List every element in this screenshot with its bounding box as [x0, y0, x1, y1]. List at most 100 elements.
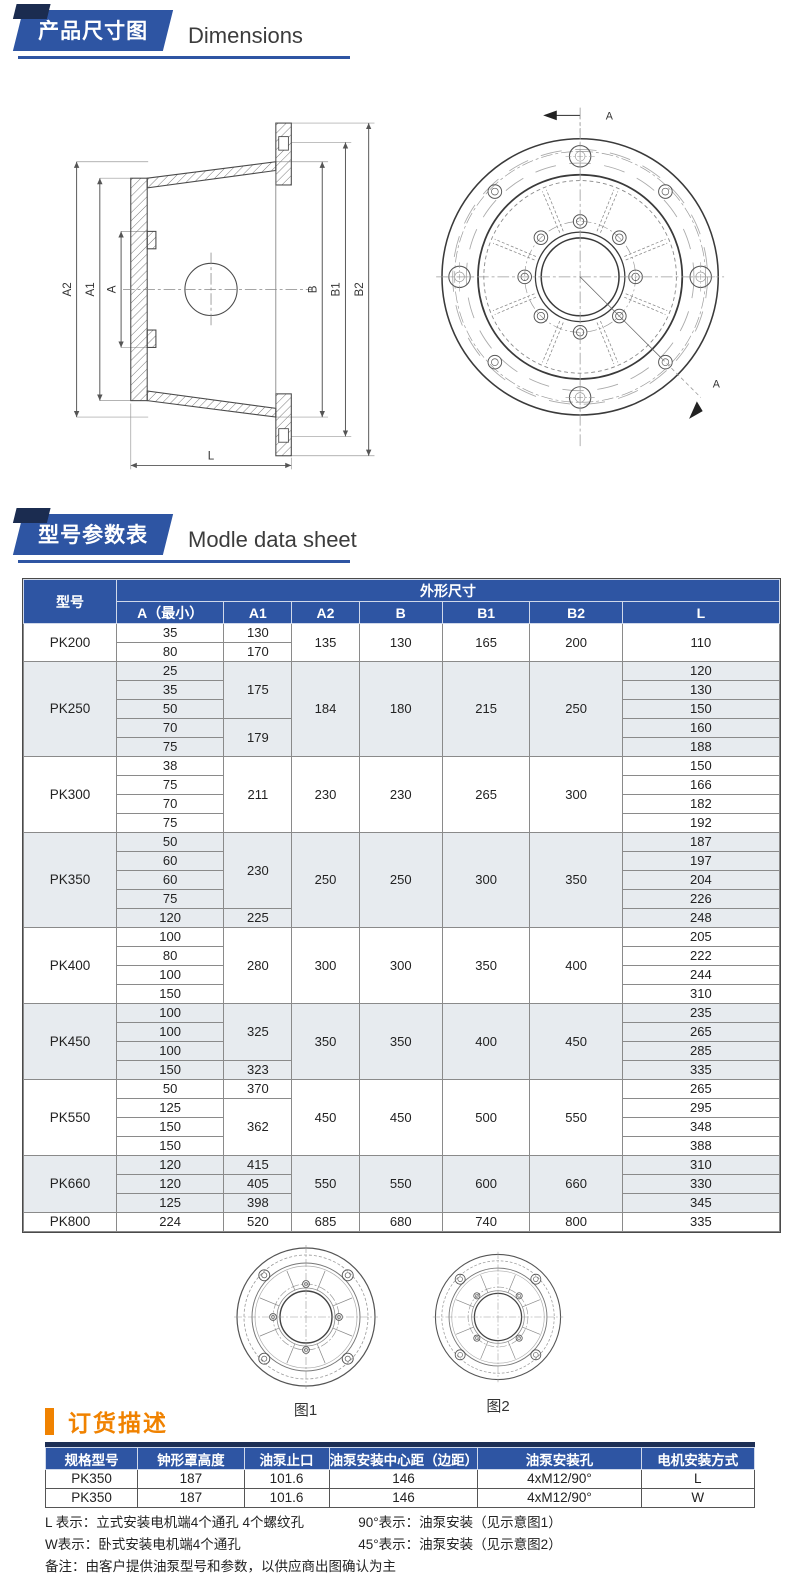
spec-cell: 685 — [291, 1212, 360, 1232]
spec-cell: PK300 — [23, 756, 117, 833]
spec-cell: 170 — [223, 642, 293, 662]
dim-label-b1: B1 — [330, 282, 343, 296]
spec-cell: 230 — [291, 756, 360, 833]
spec-column-header: A2 — [291, 601, 360, 624]
spec-table-container: 型号 外形尺寸 A（最小） A1 A2 B B1 B2 L PK200 35 130 135 130… — [22, 578, 781, 1233]
note-right: 45°表示：油泵安装（见示意图2） — [358, 1537, 562, 1552]
footnotes: L 表示：立式安装电机端4个通孔 4个螺纹孔 90°表示：油泵安装（见示意图1） W… — [45, 1512, 757, 1578]
order-column-header: 规格型号 — [44, 1447, 139, 1470]
banner-en-label: Modle data sheet — [188, 527, 357, 552]
order-column-header: 电机安装方式 — [640, 1447, 756, 1470]
spec-cell: 188 — [621, 737, 781, 757]
spec-cell: 120 — [115, 908, 225, 928]
spec-cell: 182 — [621, 794, 781, 814]
order-cell: PK350 — [44, 1469, 139, 1489]
spec-cell: PK450 — [23, 1003, 117, 1080]
spec-row: 150 348 — [24, 1117, 781, 1137]
order-column-header: 钟形罩高度 — [137, 1447, 245, 1470]
spec-row: 125 362 295 — [24, 1098, 781, 1156]
banner-badge: 产品尺寸图 — [12, 10, 174, 51]
figure-1: 图1 — [228, 1242, 383, 1420]
spec-cell: 50 — [115, 832, 225, 852]
order-cell: 4xM12/90° — [477, 1469, 642, 1489]
spec-cell: 166 — [621, 775, 781, 795]
spec-column-header: B2 — [529, 601, 623, 624]
spec-cell: 70 — [115, 794, 225, 814]
spec-row: 35 130 — [24, 680, 781, 700]
order-cell: 101.6 — [243, 1488, 330, 1508]
spec-row: PK300 38 211 230 230 265 300 150 — [23, 756, 781, 833]
spec-column-header: B — [358, 601, 443, 624]
spec-row: 100 265 — [24, 1022, 781, 1042]
spec-row: 150 388 — [24, 1136, 781, 1156]
spec-cell: 362 — [223, 1098, 293, 1156]
spec-cell: 226 — [621, 889, 781, 909]
spec-cell: PK550 — [23, 1079, 117, 1156]
front-view-drawing: A A — [436, 107, 725, 447]
dim-label-b2: B2 — [353, 282, 366, 296]
section-banner-dimensions: 产品尺寸图 Dimensions — [12, 10, 350, 59]
spec-cell: 130 — [621, 680, 781, 700]
spec-cell: PK350 — [23, 832, 117, 928]
spec-row: PK660 120 415 550 550 600 660 310 — [23, 1155, 781, 1213]
spec-cell: 50 — [115, 1079, 225, 1099]
spec-cell: 25 — [115, 661, 225, 681]
spec-cell: 500 — [441, 1079, 531, 1156]
spec-cell: PK800 — [23, 1212, 117, 1232]
spec-cell: 400 — [529, 927, 623, 1004]
spec-cell: 300 — [441, 832, 531, 928]
spec-cell: 265 — [621, 1079, 781, 1099]
spec-cell: 175 — [223, 661, 293, 719]
spec-cell: PK660 — [23, 1155, 117, 1213]
spec-cell: 80 — [115, 946, 225, 966]
spec-row: 50 150 — [24, 699, 781, 719]
spec-cell: 35 — [115, 680, 225, 700]
spec-cell: 388 — [621, 1136, 781, 1156]
spec-cell: 130 — [358, 623, 443, 662]
spec-header-columns: A（最小） A1 A2 B B1 B2 L — [24, 601, 781, 624]
spec-cell: 295 — [621, 1098, 781, 1118]
spec-cell: 350 — [529, 832, 623, 928]
spec-cell: 350 — [358, 1003, 443, 1080]
spec-cell: 200 — [529, 623, 623, 662]
spec-cell: 100 — [115, 927, 225, 947]
spec-cell: 125 — [115, 1193, 225, 1213]
spec-cell: 323 — [223, 1060, 293, 1080]
order-cell: 4xM12/90° — [477, 1488, 642, 1508]
spec-row: 60 197 — [24, 851, 781, 871]
spec-cell: 335 — [621, 1060, 781, 1080]
spec-cell: 225 — [223, 908, 293, 928]
spec-cell: 265 — [621, 1022, 781, 1042]
spec-cell: 550 — [358, 1155, 443, 1213]
spec-cell: 300 — [291, 927, 360, 1004]
spec-row: 75 226 — [24, 889, 781, 909]
spec-cell: 75 — [115, 737, 225, 757]
spec-cell: 370 — [223, 1079, 293, 1099]
spec-header-group: 外形尺寸 — [115, 579, 781, 602]
remark-note: 备注：由客户提供油泵型号和参数，以供应商出图确认为主 — [45, 1559, 396, 1574]
spec-row: PK200 35 130 135 130 165 200 110 — [23, 623, 781, 662]
order-table: 规格型号 钟形罩高度 油泵止口 油泵安装中心距（边距） 油泵安装孔 电机安装方式 PK35… — [44, 1447, 756, 1508]
spec-cell: 250 — [358, 832, 443, 928]
spec-cell: 230 — [358, 756, 443, 833]
spec-cell: 38 — [115, 756, 225, 776]
spec-cell: 348 — [621, 1117, 781, 1137]
spec-row: PK400 100 280 300 300 350 400 205 — [23, 927, 781, 1004]
spec-row: 60 204 — [24, 870, 781, 890]
spec-row: 125 398 345 — [24, 1193, 781, 1213]
spec-cell: 110 — [621, 623, 781, 662]
spec-cell: 310 — [621, 984, 781, 1004]
spec-cell: 150 — [115, 984, 225, 1004]
order-cell: 101.6 — [243, 1469, 330, 1489]
spec-cell: 330 — [621, 1174, 781, 1194]
spec-cell: 250 — [529, 661, 623, 757]
spec-row: 75 192 — [24, 813, 781, 833]
order-cell: 187 — [137, 1488, 245, 1508]
spec-cell: 520 — [223, 1212, 293, 1232]
dim-label-a1: A1 — [84, 282, 97, 296]
spec-cell: 150 — [621, 756, 781, 776]
spec-cell: 405 — [223, 1174, 293, 1194]
spec-cell: 50 — [115, 699, 225, 719]
order-row: PK350 187 101.6 146 4xM12/90° W — [44, 1488, 756, 1508]
spec-cell: 550 — [529, 1079, 623, 1156]
